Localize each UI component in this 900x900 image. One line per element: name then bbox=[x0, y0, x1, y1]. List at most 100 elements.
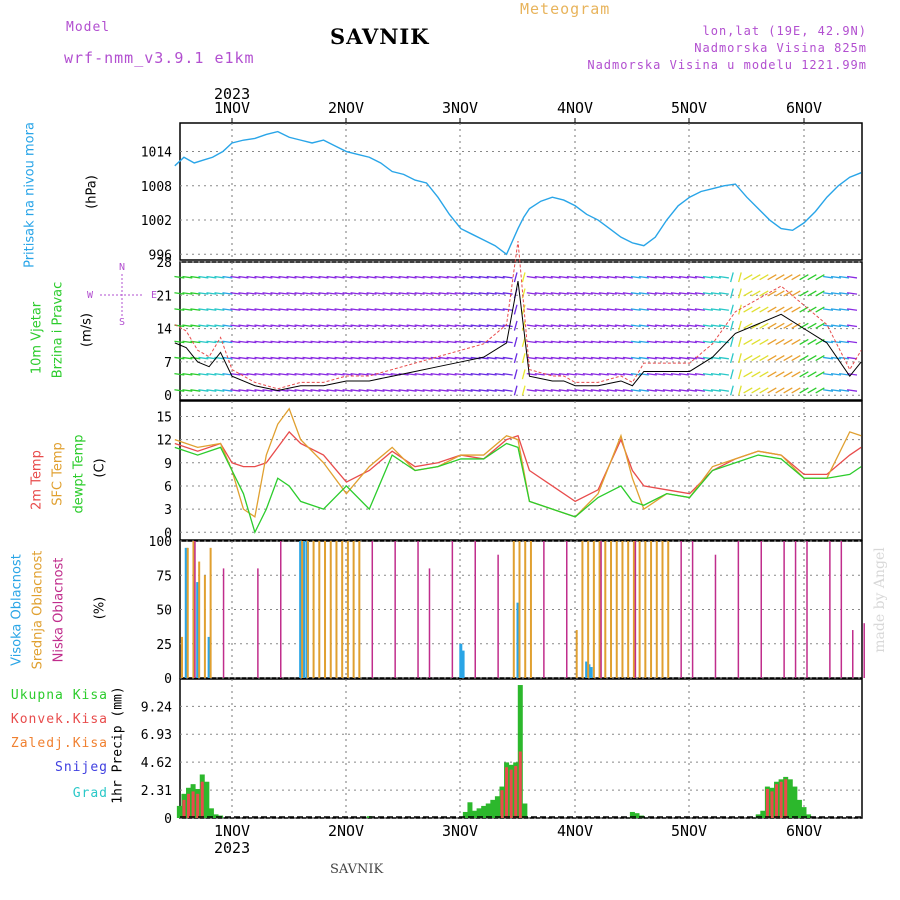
wind-barb bbox=[847, 292, 858, 295]
wind-barb bbox=[246, 340, 257, 344]
cloud-bar-mid bbox=[186, 547, 189, 678]
wind-barb bbox=[582, 324, 593, 328]
wind-barb bbox=[550, 389, 561, 392]
compass-s: S bbox=[119, 317, 125, 328]
wind-barb bbox=[382, 340, 393, 344]
wind-barb bbox=[438, 308, 449, 311]
wind-barb bbox=[246, 389, 257, 392]
cloud-bar-low bbox=[714, 554, 717, 678]
wind-barb bbox=[550, 292, 561, 295]
wind-barb bbox=[430, 356, 441, 360]
wind-barb bbox=[694, 324, 705, 328]
precip-bar-convective bbox=[187, 793, 191, 818]
wind-barb bbox=[278, 356, 289, 360]
wind-barb bbox=[598, 356, 609, 360]
wind-barb bbox=[526, 389, 537, 392]
wind-barb bbox=[718, 324, 729, 328]
wind-barb bbox=[775, 274, 785, 281]
wind-barb bbox=[783, 355, 793, 362]
wind-barb bbox=[558, 275, 569, 279]
precip-bar-convective bbox=[509, 769, 513, 818]
wind-barb bbox=[478, 275, 489, 279]
wind-barb bbox=[566, 340, 577, 344]
wind-barb bbox=[326, 292, 337, 295]
wind-barb bbox=[686, 324, 697, 328]
precip-tick-label: 9.24 bbox=[141, 700, 172, 715]
wind-barb bbox=[494, 372, 505, 376]
wind-barb bbox=[738, 353, 742, 364]
wind-barb bbox=[574, 324, 585, 328]
compass-e: E bbox=[151, 290, 157, 301]
wind-barb bbox=[206, 356, 217, 360]
wind-barb bbox=[582, 356, 593, 360]
wind-barb bbox=[534, 292, 545, 295]
wind-barb bbox=[526, 275, 537, 279]
wind-barb bbox=[422, 340, 433, 344]
wind-barb bbox=[246, 292, 257, 295]
precip-bar-convective bbox=[514, 766, 518, 818]
wind-barb bbox=[414, 340, 425, 344]
wind-barb bbox=[686, 389, 697, 392]
cloud-bar-low bbox=[852, 630, 854, 678]
wind-barb bbox=[286, 340, 297, 344]
wind-barb bbox=[738, 320, 742, 331]
precip-legend-grad: Grad bbox=[72, 786, 108, 801]
wind-barb bbox=[638, 356, 649, 360]
wind-barb bbox=[366, 356, 377, 360]
temp-tick-label: 0 bbox=[164, 526, 172, 541]
precip-bar-convective bbox=[775, 784, 779, 818]
wind-barb bbox=[382, 275, 393, 279]
wind-barb bbox=[622, 292, 633, 295]
wind-barb bbox=[334, 324, 345, 328]
wind-barb bbox=[738, 288, 742, 299]
wind-barb bbox=[767, 387, 777, 394]
wind-barb bbox=[222, 308, 233, 311]
wind-barb bbox=[462, 389, 473, 392]
wind-barb bbox=[398, 356, 409, 360]
wind-barb bbox=[238, 372, 249, 376]
wind-barb bbox=[558, 372, 569, 376]
wind-barb bbox=[702, 356, 713, 360]
wind-barb bbox=[550, 372, 561, 376]
wind-barb bbox=[759, 355, 769, 362]
wind-barb bbox=[246, 275, 257, 279]
wind-barb bbox=[462, 372, 473, 376]
wind-barb bbox=[390, 340, 401, 344]
cloud-bar-mid bbox=[358, 541, 361, 678]
wind-barb bbox=[470, 275, 481, 279]
wind-tick-label: 28 bbox=[156, 256, 172, 271]
cloud-bar-low bbox=[257, 568, 259, 678]
wind-barb bbox=[222, 372, 233, 376]
wind-barb bbox=[590, 389, 601, 392]
wind-barb bbox=[847, 308, 858, 311]
wind-barb bbox=[382, 389, 393, 392]
meteogram-label: Meteogram bbox=[520, 0, 611, 18]
wind-barb bbox=[738, 369, 742, 380]
wind-barb bbox=[710, 275, 721, 279]
wind-barb bbox=[751, 306, 761, 313]
cloud-bar-mid bbox=[667, 541, 670, 678]
wind-barb bbox=[590, 275, 601, 279]
wind-tick-label: 21 bbox=[156, 289, 172, 304]
wind-barb bbox=[783, 322, 793, 329]
precip-bar-total bbox=[472, 810, 478, 818]
wind-barb bbox=[574, 340, 585, 344]
cloud-bar-low bbox=[451, 541, 454, 678]
wind-barb bbox=[799, 355, 809, 362]
cloud-bar-mid bbox=[655, 541, 658, 678]
wind-barb bbox=[342, 275, 353, 279]
wind-barb bbox=[350, 356, 361, 360]
wind-barb bbox=[598, 372, 609, 376]
cloud-bar-high bbox=[461, 650, 465, 678]
bottom-day-tick-label: 4NOV bbox=[557, 822, 593, 840]
cloud-bar-mid bbox=[181, 636, 184, 678]
wind-barb bbox=[791, 306, 801, 313]
wind-barb bbox=[783, 387, 793, 394]
wind-barb bbox=[694, 340, 705, 344]
cloud-bar-mid bbox=[518, 541, 521, 678]
wind-barb bbox=[486, 324, 497, 328]
wind-barb bbox=[799, 322, 809, 329]
precip-bar-convective bbox=[182, 799, 186, 818]
wind-barb bbox=[366, 389, 377, 392]
